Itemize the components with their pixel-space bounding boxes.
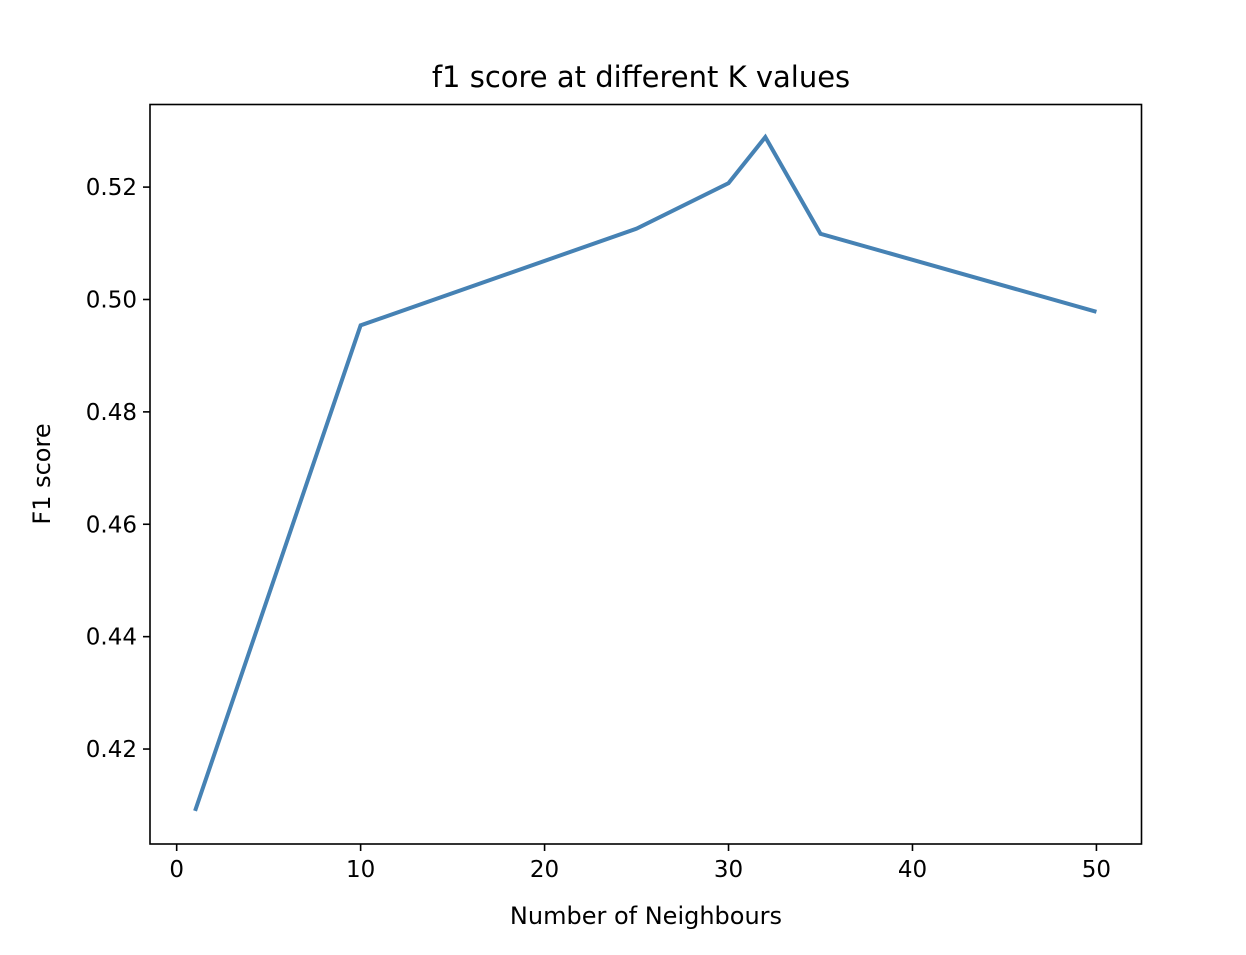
x-axis-label: Number of Neighbours bbox=[510, 902, 782, 930]
y-tick-label: 0.42 bbox=[86, 737, 137, 763]
y-tick-label: 0.46 bbox=[86, 512, 137, 538]
x-tick-label: 40 bbox=[898, 857, 927, 883]
y-tick-label: 0.50 bbox=[86, 287, 137, 313]
x-tick-label: 10 bbox=[346, 857, 375, 883]
y-axis-label: F1 score bbox=[28, 423, 56, 524]
y-tick-label: 0.52 bbox=[86, 175, 137, 201]
chart-title: f1 score at different K values bbox=[432, 60, 850, 94]
y-tick-label: 0.48 bbox=[86, 400, 137, 426]
x-tick-label: 0 bbox=[169, 857, 184, 883]
y-tick-label: 0.44 bbox=[86, 625, 137, 651]
x-tick-label: 30 bbox=[714, 857, 743, 883]
x-tick-label: 20 bbox=[530, 857, 559, 883]
x-tick-label: 50 bbox=[1082, 857, 1111, 883]
